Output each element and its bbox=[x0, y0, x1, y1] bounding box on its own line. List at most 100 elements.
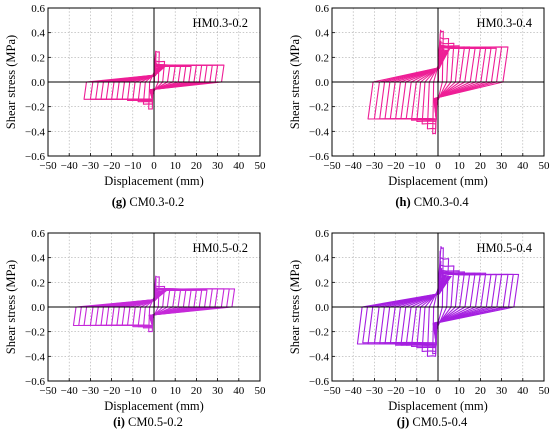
y-tick-label: 0.2 bbox=[315, 52, 329, 64]
x-tick-label: −50 bbox=[39, 385, 57, 397]
y-tick-label: −0.2 bbox=[25, 102, 45, 114]
y-tick-label: 0.2 bbox=[31, 52, 45, 64]
y-tick-label: 0.6 bbox=[315, 228, 329, 240]
x-axis-label: Displacement (mm) bbox=[388, 174, 488, 188]
y-tick-label: 0.4 bbox=[31, 253, 45, 265]
x-tick-label: 20 bbox=[191, 160, 203, 172]
y-axis-label: Shear stress (MPa) bbox=[4, 35, 18, 129]
caption-text: CM0.3-0.4 bbox=[411, 195, 470, 209]
x-tick-label: 10 bbox=[170, 160, 182, 172]
x-tick-label: −50 bbox=[39, 160, 57, 172]
x-tick-label: 40 bbox=[233, 385, 245, 397]
x-tick-label: −50 bbox=[323, 160, 341, 172]
chart-panel-4: −50 −40 −30 −20 −10 0 10 20 30 40 50 −0.6 −0.4 −0.2 0.… bbox=[288, 228, 550, 429]
x-tick-label: −40 bbox=[61, 385, 79, 397]
x-tick-label: −10 bbox=[408, 385, 426, 397]
caption-letter: (j) bbox=[397, 415, 410, 429]
x-tick-label: 20 bbox=[475, 160, 487, 172]
y-tick-label: 0.6 bbox=[315, 3, 329, 15]
chart-title: HM0.3-0.4 bbox=[476, 16, 532, 30]
caption-text: CM0.5-0.4 bbox=[409, 415, 468, 429]
x-axis-label: Displacement (mm) bbox=[104, 399, 204, 413]
x-tick-label: −20 bbox=[387, 160, 405, 172]
chart-caption: (j) CM0.5-0.4 bbox=[397, 415, 468, 429]
x-tick-label: 40 bbox=[517, 385, 529, 397]
y-tick-label: 0.6 bbox=[31, 3, 45, 15]
chart-title: HM0.5-0.2 bbox=[192, 241, 248, 255]
x-tick-label: 40 bbox=[517, 160, 529, 172]
caption-letter: (i) bbox=[113, 415, 125, 429]
y-axis-label: Shear stress (MPa) bbox=[288, 260, 302, 354]
y-tick-label: −0.2 bbox=[309, 327, 329, 339]
x-tick-label: −10 bbox=[408, 160, 426, 172]
x-tick-label: 50 bbox=[255, 160, 267, 172]
x-tick-label: 50 bbox=[539, 385, 550, 397]
chart-title: HM0.5-0.4 bbox=[476, 241, 532, 255]
chart-caption: (g) CM0.3-0.2 bbox=[112, 195, 185, 209]
x-tick-label: −40 bbox=[345, 160, 363, 172]
x-tick-label: 10 bbox=[454, 160, 466, 172]
y-tick-label: −0.4 bbox=[25, 126, 45, 138]
y-tick-label: 0.2 bbox=[315, 277, 329, 289]
x-tick-label: −20 bbox=[103, 160, 121, 172]
y-axis-label: Shear stress (MPa) bbox=[288, 35, 302, 129]
x-tick-label: −50 bbox=[323, 385, 341, 397]
x-tick-label: 0 bbox=[151, 160, 157, 172]
x-tick-label: 20 bbox=[191, 385, 203, 397]
y-tick-label: −0.4 bbox=[309, 351, 329, 363]
y-tick-label: −0.6 bbox=[309, 151, 329, 163]
caption-letter: (h) bbox=[395, 195, 410, 209]
y-tick-label: 0.0 bbox=[31, 302, 45, 314]
x-tick-label: −20 bbox=[387, 385, 405, 397]
chart-panel-3: −50 −40 −30 −20 −10 0 10 20 30 40 50 −0.6 −0.4 −0.2 0.… bbox=[4, 228, 266, 429]
x-tick-label: −20 bbox=[103, 385, 121, 397]
y-tick-label: −0.4 bbox=[309, 126, 329, 138]
y-tick-label: 0.4 bbox=[315, 253, 329, 265]
y-tick-label: −0.2 bbox=[25, 327, 45, 339]
x-tick-label: 40 bbox=[233, 160, 245, 172]
y-tick-label: 0.0 bbox=[315, 302, 329, 314]
x-tick-label: 50 bbox=[539, 160, 550, 172]
x-tick-label: −30 bbox=[366, 160, 384, 172]
x-tick-label: −40 bbox=[61, 160, 79, 172]
y-tick-label: −0.6 bbox=[309, 376, 329, 388]
chart-caption: (h) CM0.3-0.4 bbox=[395, 195, 469, 209]
x-tick-label: 10 bbox=[454, 385, 466, 397]
y-axis-label: Shear stress (MPa) bbox=[4, 260, 18, 354]
x-tick-label: −10 bbox=[124, 160, 142, 172]
y-tick-label: 0.6 bbox=[31, 228, 45, 240]
y-tick-label: 0.0 bbox=[31, 77, 45, 89]
y-tick-label: −0.2 bbox=[309, 102, 329, 114]
caption-text: CM0.3-0.2 bbox=[126, 195, 184, 209]
x-tick-label: −30 bbox=[82, 160, 100, 172]
x-axis-label: Displacement (mm) bbox=[388, 399, 488, 413]
x-tick-label: −30 bbox=[82, 385, 100, 397]
x-tick-label: 20 bbox=[475, 385, 487, 397]
chart-title: HM0.3-0.2 bbox=[192, 16, 248, 30]
x-tick-label: 30 bbox=[212, 160, 224, 172]
y-tick-label: −0.6 bbox=[25, 376, 45, 388]
x-tick-label: −40 bbox=[345, 385, 363, 397]
chart-caption: (i) CM0.5-0.2 bbox=[113, 415, 183, 429]
x-tick-label: 30 bbox=[496, 160, 508, 172]
y-tick-label: 0.0 bbox=[315, 77, 329, 89]
y-tick-label: 0.2 bbox=[31, 277, 45, 289]
x-tick-label: 0 bbox=[435, 160, 441, 172]
x-tick-label: −30 bbox=[366, 385, 384, 397]
y-tick-label: 0.4 bbox=[31, 28, 45, 40]
chart-panel-1: −50 −40 −30 −20 −10 0 10 20 30 40 50 −0.6 −0.4 −0.2 0.… bbox=[4, 3, 266, 209]
caption-letter: (g) bbox=[112, 195, 127, 209]
caption-text: CM0.5-0.2 bbox=[125, 415, 183, 429]
y-tick-label: 0.4 bbox=[315, 28, 329, 40]
x-tick-label: 0 bbox=[435, 385, 441, 397]
x-tick-label: 30 bbox=[496, 385, 508, 397]
x-tick-label: 50 bbox=[255, 385, 267, 397]
y-tick-label: −0.6 bbox=[25, 151, 45, 163]
chart-panel-2: −50 −40 −30 −20 −10 0 10 20 30 40 50 −0.6 −0.4 −0.2 0.… bbox=[288, 3, 550, 209]
x-tick-label: −10 bbox=[124, 385, 142, 397]
x-tick-label: 10 bbox=[170, 385, 182, 397]
x-tick-label: 0 bbox=[151, 385, 157, 397]
x-axis-label: Displacement (mm) bbox=[104, 174, 204, 188]
x-tick-label: 30 bbox=[212, 385, 224, 397]
